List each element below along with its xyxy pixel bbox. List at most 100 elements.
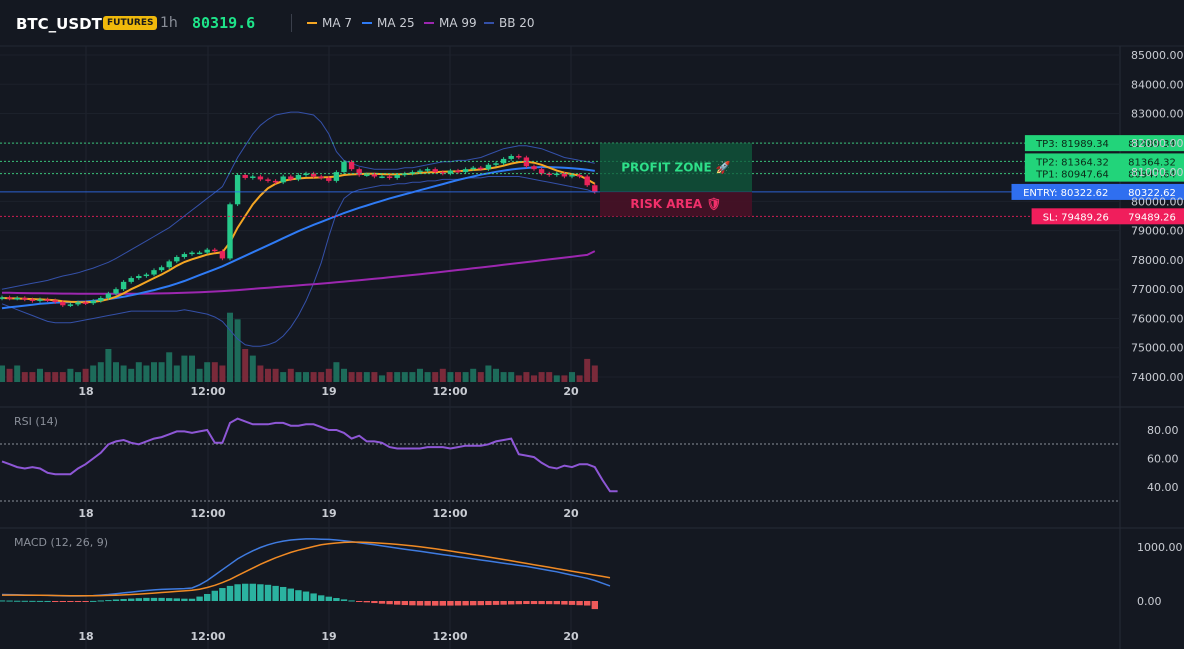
time-tick-label: 12:00: [190, 385, 225, 398]
volume-bar: [561, 375, 568, 382]
candle-body: [67, 304, 74, 306]
volume-bar: [432, 372, 439, 382]
bb20-swatch: [484, 22, 494, 24]
macd-pane[interactable]: MACD (12, 26, 9) 1000.00 0.00: [0, 536, 1183, 610]
macd-hist-bar: [310, 593, 317, 601]
macd-hist-bar: [477, 601, 484, 606]
level-tag-text: ENTRY: 80322.62: [1023, 188, 1108, 199]
macd-hist-bar: [492, 601, 500, 605]
macd-hist-bar: [59, 601, 66, 602]
macd-title: MACD (12, 26, 9): [14, 536, 108, 549]
rsi-pane[interactable]: RSI (14) 80.00 60.00 40.00: [0, 415, 1179, 502]
candle-body: [143, 274, 150, 277]
legend-ma7[interactable]: MA 7: [307, 16, 352, 30]
volume-bar: [52, 372, 59, 382]
candle-body: [250, 176, 256, 178]
level-tag: [1031, 208, 1120, 225]
volume-bar: [90, 365, 97, 382]
volume-bar: [591, 365, 598, 382]
candle-body: [6, 297, 13, 299]
candle-body: [561, 173, 568, 177]
candle-body: [394, 175, 400, 178]
level-axis-tag: [1120, 208, 1184, 225]
macd-hist-bar: [523, 601, 530, 605]
chart-header: BTC_USDT FUTURES 1h 80319.6 MA 7 MA 25 M…: [0, 0, 1184, 46]
volume-bar: [318, 372, 325, 382]
candle-body: [303, 173, 309, 176]
candle-body: [432, 169, 438, 173]
macd-hist-bar: [29, 600, 36, 602]
candle-body: [576, 175, 583, 177]
macd-hist-bar: [325, 596, 332, 601]
candle-body: [29, 299, 36, 301]
volume-bar: [227, 312, 233, 382]
rsi-tick-label: 60.00: [1147, 453, 1179, 466]
volume-bar: [546, 372, 553, 382]
volume-bar: [303, 372, 309, 382]
volume-bar: [105, 349, 112, 382]
legend-bb20[interactable]: BB 20: [484, 16, 535, 30]
candle-body: [531, 166, 537, 170]
level-tag: [1024, 165, 1120, 182]
ma99-line: [1, 250, 596, 295]
candle-body: [310, 173, 317, 177]
candle-body: [105, 293, 112, 298]
macd-hist-bar: [67, 601, 74, 602]
volume-bar: [6, 368, 13, 382]
macd-hist-bar: [416, 601, 424, 606]
candles: [0, 154, 598, 308]
volume-bar: [462, 372, 469, 382]
symbol-name[interactable]: BTC_USDT: [16, 15, 102, 33]
macd-hist-bar: [508, 601, 515, 605]
volume-bar: [371, 372, 378, 382]
time-tick-label: 20: [563, 507, 579, 520]
macd-tick-label: 1000.00: [1137, 541, 1183, 554]
macd-hist-bar: [52, 601, 59, 602]
bollinger-bands: [1, 111, 595, 347]
timeframe-label[interactable]: 1h: [160, 15, 178, 31]
macd-hist-bar: [454, 601, 462, 606]
risk-zone-box: [600, 191, 752, 217]
candle-body: [295, 175, 302, 180]
macd-hist-bar: [90, 600, 97, 602]
macd-hist-bar: [432, 601, 439, 606]
macd-hist-bar: [74, 601, 82, 602]
level-axis-tag-text: 81989.34: [1128, 139, 1176, 150]
macd-hist-bar: [401, 601, 408, 606]
volume-bar: [249, 355, 256, 382]
volume-bar: [242, 349, 249, 382]
volume-bar: [287, 368, 294, 382]
futures-badge: FUTURES: [103, 16, 158, 30]
candle-body: [196, 252, 203, 255]
macd-hist-bar: [515, 601, 522, 605]
volume-bar: [219, 365, 226, 382]
legend-ma25[interactable]: MA 25: [362, 16, 415, 30]
candle-body: [234, 175, 241, 205]
volume-bar: [325, 368, 332, 382]
macd-hist-bar: [188, 598, 196, 601]
volume-bar: [401, 372, 408, 382]
macd-hist-bar: [264, 584, 272, 601]
volume-bar: [272, 368, 279, 382]
candle-body: [158, 267, 165, 271]
macd-hist-bar: [538, 601, 545, 605]
header-divider: [291, 14, 292, 32]
volume-bar: [363, 372, 370, 382]
candle-body: [500, 158, 507, 164]
volume-bars: [0, 312, 598, 382]
macd-hist-bar: [424, 601, 431, 606]
legend-ma99[interactable]: MA 99: [424, 16, 477, 30]
candle-body: [166, 261, 172, 268]
candle-body: [128, 278, 134, 282]
volume-bar: [120, 365, 127, 382]
time-tick-label: 12:00: [190, 630, 225, 643]
candle-body: [272, 180, 279, 183]
macd-hist-bar: [439, 601, 446, 606]
volume-bar: [500, 372, 507, 382]
macd-hist-bar: [280, 586, 287, 601]
candle-body: [44, 299, 51, 301]
volume-bar: [356, 372, 363, 382]
volume-bar: [310, 372, 317, 382]
candle-body: [52, 300, 58, 303]
